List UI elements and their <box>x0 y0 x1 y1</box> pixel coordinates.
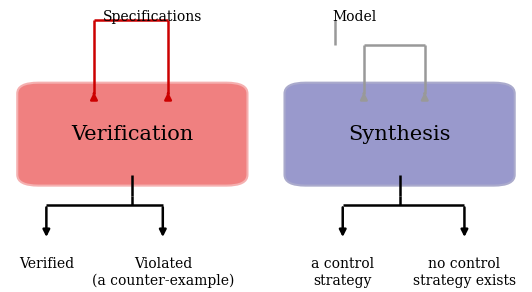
Text: Specifications: Specifications <box>103 10 202 24</box>
FancyBboxPatch shape <box>17 83 247 186</box>
FancyBboxPatch shape <box>285 83 515 186</box>
Text: no control
strategy exists: no control strategy exists <box>413 258 516 288</box>
Text: Model: Model <box>332 10 376 24</box>
Text: Violated
(a counter-example): Violated (a counter-example) <box>92 258 234 288</box>
Text: Verification: Verification <box>71 125 194 144</box>
Text: Verified: Verified <box>19 258 74 271</box>
Text: a control
strategy: a control strategy <box>311 258 375 288</box>
Text: Synthesis: Synthesis <box>348 125 451 144</box>
